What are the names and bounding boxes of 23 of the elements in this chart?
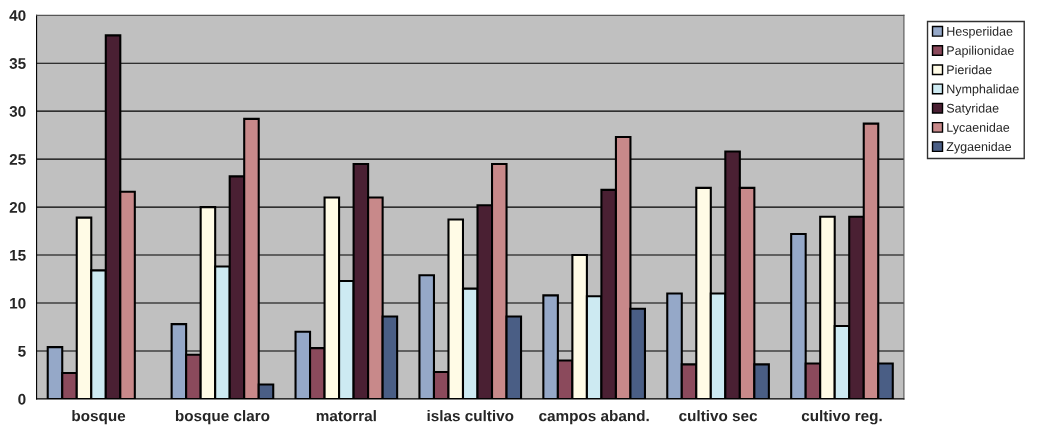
legend-label: Lycaenidae <box>947 122 1010 135</box>
y-tick-label: 40 <box>9 10 26 21</box>
x-tick-label: campos aband. <box>539 410 649 425</box>
x-tick-label: cultivo reg. <box>801 410 882 425</box>
legend-label: Pieridae <box>947 65 992 75</box>
legend-label: Papilionidae <box>947 45 1014 58</box>
x-tick-label: cultivo sec <box>679 410 758 422</box>
y-tick-label: 35 <box>9 58 26 69</box>
x-tick-label: bosque <box>72 410 126 425</box>
y-tick-label: 0 <box>18 393 26 405</box>
x-tick-label: islas cultivo <box>427 410 514 422</box>
y-tick-label: 5 <box>18 346 26 357</box>
x-tick-label: matorral <box>316 410 376 422</box>
x-tick-label: bosque claro <box>175 410 270 425</box>
legend-label: Hesperiidae <box>947 26 1013 39</box>
legend-label: Satyridae <box>946 103 999 116</box>
y-tick-label: 10 <box>10 297 26 309</box>
y-tick-label: 15 <box>10 250 26 261</box>
legend-label: Zygaenidae <box>946 141 1012 154</box>
y-tick-label: 30 <box>9 106 26 117</box>
legend-label: Nymphalidae <box>947 84 1019 96</box>
y-tick-label: 20 <box>9 201 26 213</box>
y-tick-label: 25 <box>9 154 26 165</box>
